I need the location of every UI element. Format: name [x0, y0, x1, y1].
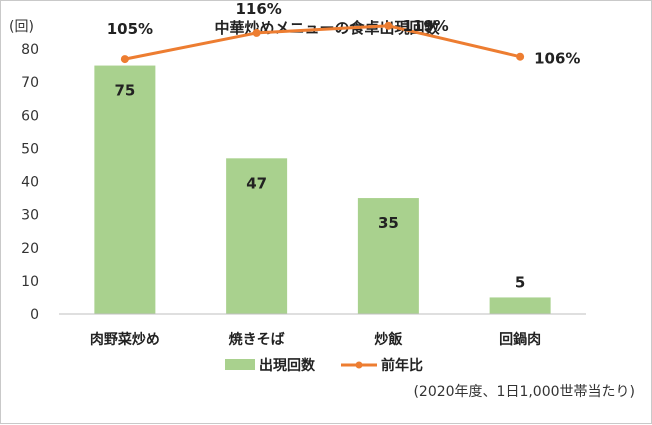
y-tick-label: 10 — [21, 274, 39, 290]
line-value-label: 105% — [107, 20, 153, 38]
y-tick-label: 20 — [21, 241, 39, 257]
bar — [94, 65, 156, 314]
bar-value-label: 47 — [246, 174, 267, 192]
bar-series — [94, 65, 551, 314]
line-point — [516, 52, 525, 61]
legend-line-marker — [355, 361, 363, 369]
bar-value-label: 35 — [378, 214, 399, 232]
y-tick-label: 70 — [21, 75, 39, 91]
bar-value-label: 75 — [114, 82, 135, 100]
legend-bar-label: 出現回数 — [259, 357, 316, 374]
y-tick-label: 0 — [30, 307, 39, 323]
legend: 出現回数 前年比 — [225, 357, 423, 374]
legend-bar-swatch — [225, 359, 255, 370]
line-series-points — [120, 21, 525, 64]
x-axis-category-labels: 肉野菜炒め 焼きそば 炒飯 回鍋肉 — [90, 331, 541, 348]
x-tick-label: 炒飯 — [374, 331, 403, 348]
bar-data-labels: 75 47 35 5 — [114, 82, 525, 292]
legend-line-label: 前年比 — [381, 357, 423, 374]
chart-footnote: (2020年度、1日1,000世帯当たり) — [413, 384, 635, 400]
line-value-label: 116% — [235, 1, 281, 18]
y-tick-label: 80 — [21, 42, 39, 58]
line-value-label: 106% — [534, 50, 580, 68]
line-point — [384, 21, 393, 30]
y-tick-label: 60 — [21, 108, 39, 124]
y-tick-label: 30 — [21, 208, 39, 224]
bar — [226, 158, 288, 314]
x-tick-label: 焼きそば — [229, 331, 285, 348]
line-point — [252, 28, 261, 37]
bar — [489, 297, 551, 314]
bar-value-label: 5 — [515, 273, 525, 291]
bar — [357, 198, 419, 314]
line-point — [120, 55, 129, 64]
y-tick-label: 50 — [21, 141, 39, 157]
x-tick-label: 肉野菜炒め — [90, 331, 160, 348]
trend-line — [124, 24, 521, 61]
y-axis-unit-label: (回) — [9, 19, 34, 35]
line-value-label: 119% — [402, 17, 448, 35]
x-tick-label: 回鍋肉 — [499, 331, 541, 348]
line-data-labels: 105% 116% 119% 106% — [107, 1, 581, 68]
y-tick-label: 40 — [21, 175, 39, 191]
y-axis-ticks: 0 10 20 30 40 50 60 70 80 — [21, 42, 39, 323]
